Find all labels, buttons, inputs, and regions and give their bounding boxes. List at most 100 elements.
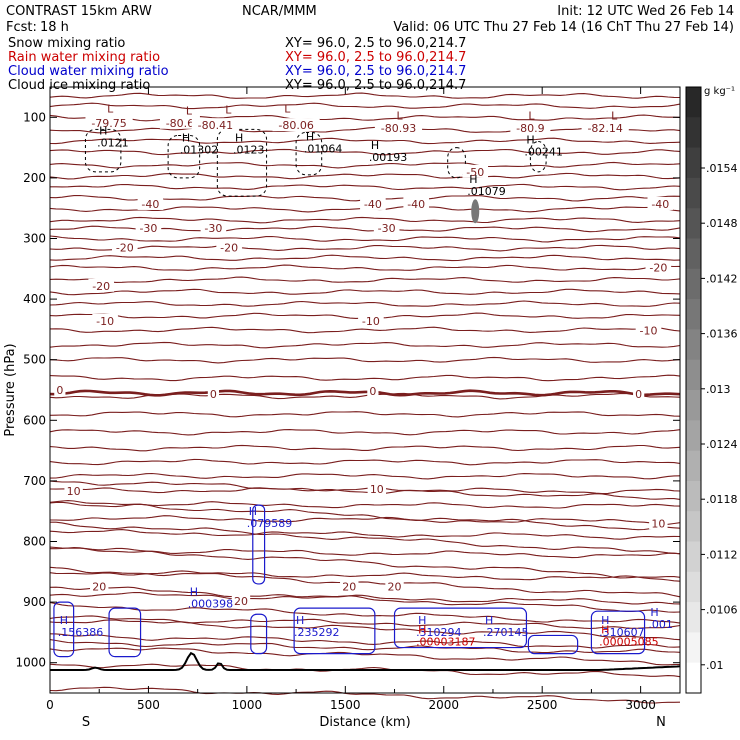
isotherm-line: [49, 148, 681, 156]
colorbar-swatch: [686, 208, 701, 239]
minimum-marker: L: [225, 104, 232, 117]
cloud-ice-contour: [529, 141, 547, 173]
x-tick-label: 1500: [330, 698, 361, 712]
colorbar-swatch: [686, 117, 701, 149]
y-tick-label: 800: [23, 535, 46, 549]
isotherm-line: [50, 547, 681, 559]
isotherm-line: [49, 216, 681, 224]
temperature-label-bg: [462, 164, 489, 178]
colorbar-swatch: [686, 480, 701, 512]
temperature-label: -30: [378, 222, 396, 235]
y-tick-label: 200: [23, 171, 46, 185]
colorbar-swatch: [686, 329, 701, 361]
maximum-marker: H: [485, 614, 493, 627]
zero-isotherm-line: [49, 389, 681, 397]
maximum-marker: H: [526, 133, 534, 146]
temperature-label: -80.9: [516, 122, 544, 135]
cloud-ice-contour: [84, 128, 122, 173]
cloud-ice-contour: [447, 147, 466, 179]
temperature-label-bg: [231, 593, 251, 607]
maximum-marker: H: [371, 139, 379, 152]
temperature-label: -40: [407, 198, 425, 211]
isotherm-line: [49, 500, 681, 531]
isotherm-line: [49, 615, 681, 630]
temperature-label: 20: [342, 580, 356, 593]
temperature-label-bg: [367, 384, 379, 398]
maximum-marker: H: [306, 130, 314, 143]
colorbar-swatch: [686, 662, 701, 694]
temperature-label: 0: [369, 385, 376, 398]
isotherm-line: [49, 663, 681, 678]
y-tick-label: 400: [23, 292, 46, 306]
isotherm-line: [49, 92, 681, 99]
colorbar-tick-label: .0106: [706, 604, 738, 617]
maximum-value: .001: [648, 618, 673, 631]
maximum-marker: H: [190, 585, 198, 598]
colorbar-swatch: [686, 177, 701, 209]
temperature-label-bg: [647, 196, 674, 210]
temperature-label-bg: [272, 118, 320, 132]
maximum-marker: H: [601, 614, 609, 627]
isotherm-line: [49, 326, 681, 334]
temperature-label: -82.14: [587, 122, 622, 135]
temperature-label: 0: [210, 388, 217, 401]
isotherm-line: [49, 429, 681, 436]
temperature-label: -80.93: [381, 122, 416, 135]
field-name: Snow mixing ratio: [8, 36, 125, 51]
temperature-label-bg: [367, 481, 387, 495]
axes: 0 500 1000 1500 2000 2500 30001002003004005006…: [3, 86, 681, 730]
colorbar-swatch: [686, 571, 701, 603]
cloud-water-contour: [590, 610, 646, 655]
isotherm-line: [49, 639, 681, 654]
temperature-label-bg: [112, 240, 138, 254]
maximum-marker: H: [235, 132, 243, 145]
isotherm-line: [49, 102, 681, 110]
maximum-marker: H: [249, 505, 257, 518]
isotherm-line: [49, 114, 681, 122]
maximum-value: .01302: [180, 144, 219, 157]
cloud-ice-contour: [295, 131, 323, 176]
field-name: Rain water mixing ratio: [8, 50, 160, 65]
maximum-value: .0123: [233, 144, 265, 157]
colorbar: g kg⁻¹ .0154 .0148 .0142 .0136 .013 .0124 .0118…: [685, 86, 738, 694]
colorbar-swatch: [686, 511, 701, 542]
y-tick-label: 100: [23, 110, 46, 124]
temperature-label: -10: [362, 315, 380, 328]
y-tick-label: 600: [23, 413, 46, 427]
maximum-marker: H: [650, 606, 658, 619]
maximum-value: .079589: [247, 517, 293, 530]
maximum-marker: H: [418, 624, 426, 637]
isotherm-line: [49, 411, 681, 418]
isotherm-line: [50, 521, 681, 555]
temperature-label: -20: [649, 262, 667, 275]
temperature-label-bg: [403, 196, 429, 210]
colorbar-swatch: [686, 87, 701, 118]
isotherm-line: [49, 487, 681, 495]
colorbar-unit: g kg⁻¹: [704, 86, 735, 97]
colorbar-swatch: [686, 632, 701, 664]
x-tick-label: 3000: [625, 698, 656, 712]
plot-frame: [49, 86, 681, 694]
maximum-value: .00193: [369, 151, 408, 164]
temperature-label-bg: [216, 240, 242, 254]
colorbar-swatch: [686, 147, 701, 179]
maximum-value: .01079: [467, 185, 506, 198]
colorbar-tick-label: .013: [706, 383, 731, 396]
fcst-value: 18 h: [40, 20, 69, 35]
isotherm-line: [50, 183, 681, 191]
temperature-label-bg: [54, 383, 66, 396]
temperature-label-bg: [88, 278, 114, 292]
temperature-label: 10: [370, 483, 384, 496]
isotherm-line: [49, 501, 681, 509]
minimum-marker: L: [284, 102, 291, 115]
temperature-label-bg: [207, 387, 220, 401]
maximum-marker: H: [418, 614, 426, 627]
temperature-label-bg: [358, 313, 384, 327]
temperature-label-bg: [633, 387, 645, 401]
isotherm-line: [49, 458, 681, 466]
colorbar-swatch: [686, 299, 701, 330]
y-tick-label: 300: [23, 232, 46, 246]
temperature-label: -10: [640, 325, 658, 338]
maximum-value: .00003187: [416, 636, 476, 649]
temperature-label: -40: [364, 198, 382, 211]
